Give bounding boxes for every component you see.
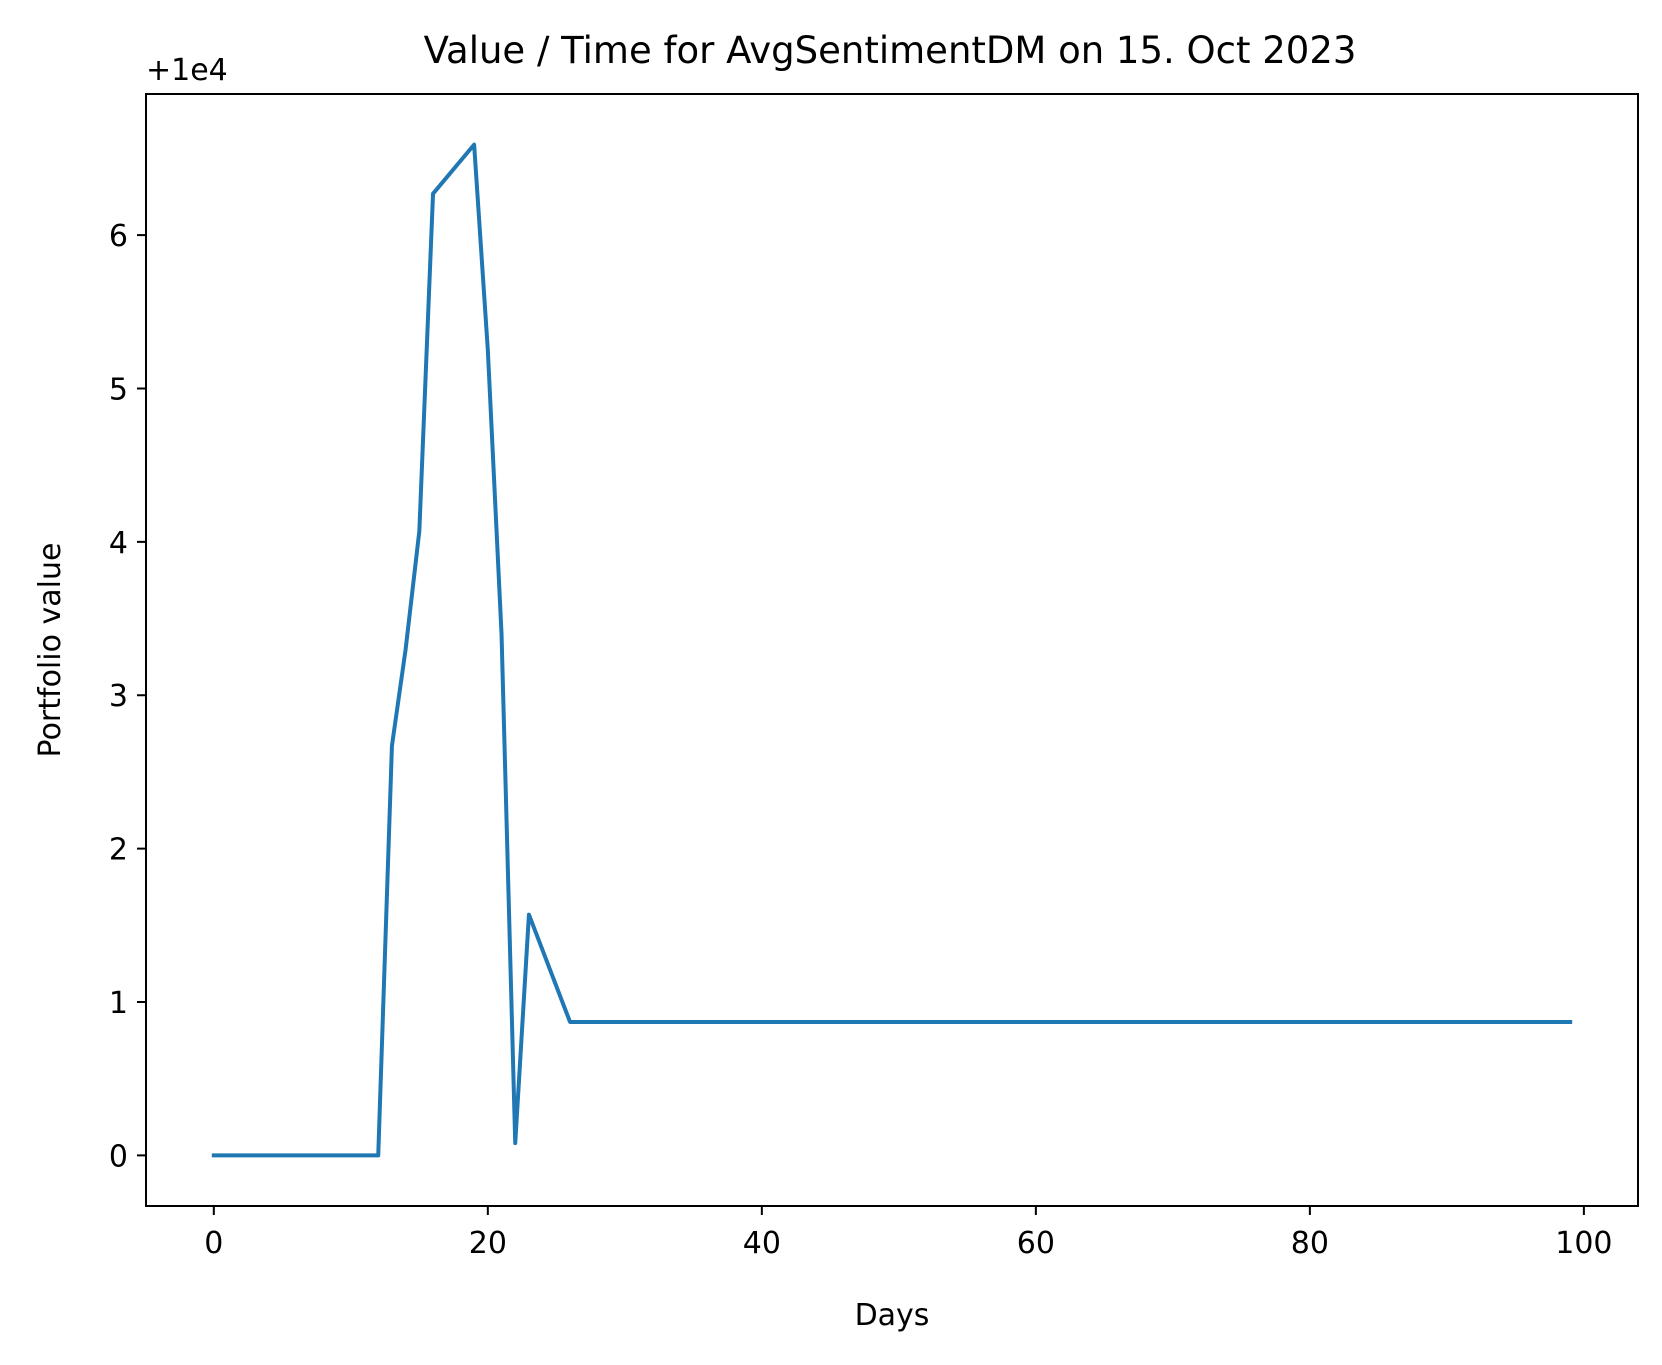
x-tick-label: 40 bbox=[743, 1226, 781, 1261]
x-tick-label: 100 bbox=[1555, 1226, 1612, 1261]
series-line bbox=[211, 142, 1573, 1158]
y-offset-label: +1e4 bbox=[146, 53, 228, 88]
y-axis-label: Portfolio value bbox=[33, 543, 68, 758]
x-tick-label: 80 bbox=[1291, 1226, 1329, 1261]
plot-area bbox=[211, 142, 1573, 1158]
y-tick-label: 4 bbox=[109, 526, 128, 561]
axis-ticks: 0 20 40 60 80 100 0 1 2 3 4 5 6 bbox=[109, 219, 1613, 1261]
y-tick-label: 3 bbox=[109, 679, 128, 714]
x-tick-label: 20 bbox=[469, 1226, 507, 1261]
chart-title: Value / Time for AvgSentimentDM on 15. O… bbox=[424, 29, 1357, 72]
x-axis-label: Days bbox=[855, 1298, 930, 1333]
y-tick-label: 1 bbox=[109, 986, 128, 1021]
axes-frame bbox=[145, 93, 1639, 1207]
y-tick-label: 5 bbox=[109, 372, 128, 407]
x-tick-label: 0 bbox=[204, 1226, 223, 1261]
y-tick-label: 0 bbox=[109, 1139, 128, 1174]
y-tick-label: 2 bbox=[109, 833, 128, 868]
y-tick-label: 6 bbox=[109, 219, 128, 254]
x-tick-label: 60 bbox=[1017, 1226, 1055, 1261]
